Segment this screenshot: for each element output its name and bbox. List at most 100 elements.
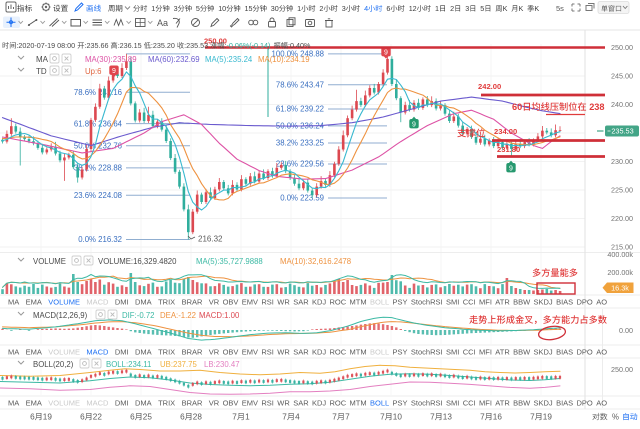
svg-text::235.53: :235.53	[184, 41, 208, 50]
svg-text:BBW: BBW	[513, 348, 531, 357]
svg-text:234.00: 234.00	[494, 127, 517, 136]
svg-text:MTM: MTM	[350, 399, 367, 408]
svg-text:230.00: 230.00	[611, 157, 633, 166]
svg-text:1: 1	[245, 413, 250, 422]
svg-text:225.00: 225.00	[611, 186, 633, 195]
svg-text:10: 10	[393, 413, 403, 422]
svg-text:CCI: CCI	[463, 348, 476, 357]
svg-text:MFI: MFI	[479, 348, 492, 357]
svg-text:VOLUME: VOLUME	[48, 399, 80, 408]
svg-text:DMI: DMI	[115, 348, 129, 357]
svg-text:19: 19	[543, 413, 553, 422]
svg-text:MA(5):235.24: MA(5):235.24	[205, 55, 253, 64]
svg-text:10: 10	[218, 4, 226, 13]
svg-text:BRAR: BRAR	[182, 298, 203, 307]
svg-text:238: 238	[589, 102, 604, 112]
svg-text:242.00: 242.00	[478, 82, 501, 91]
svg-text:1: 1	[435, 4, 439, 13]
svg-text:DMA: DMA	[135, 348, 152, 357]
svg-text:12: 12	[409, 4, 417, 13]
svg-text:38.2% 233.25: 38.2% 233.25	[276, 139, 325, 148]
svg-text:StochRSI: StochRSI	[411, 298, 443, 307]
svg-text:DPO: DPO	[577, 399, 593, 408]
svg-text:BRAR: BRAR	[182, 348, 203, 357]
svg-text:BIAS: BIAS	[556, 399, 573, 408]
svg-text:400.00k: 400.00k	[607, 250, 633, 259]
svg-text:BBW: BBW	[513, 399, 531, 408]
svg-text:7: 7	[430, 413, 435, 422]
svg-text:9: 9	[509, 165, 513, 172]
svg-text:ROC: ROC	[330, 399, 347, 408]
svg-text:7: 7	[232, 413, 237, 422]
svg-text:30: 30	[271, 4, 279, 13]
svg-text:AO: AO	[596, 298, 607, 307]
svg-text:19: 19	[43, 413, 53, 422]
svg-text:CCI: CCI	[463, 298, 476, 307]
svg-text:DIF:-0.72: DIF:-0.72	[122, 311, 155, 320]
svg-text:16: 16	[493, 413, 503, 422]
svg-text:MACD: MACD	[86, 298, 109, 307]
svg-text:BIAS: BIAS	[556, 348, 573, 357]
svg-text:K: K	[503, 4, 508, 13]
svg-text:SMI: SMI	[446, 399, 459, 408]
svg-text:SMI: SMI	[446, 298, 459, 307]
svg-text:BOLL(20,2): BOLL(20,2)	[33, 360, 74, 369]
svg-text:216.32: 216.32	[198, 235, 223, 244]
svg-text:MA(60):232.69: MA(60):232.69	[148, 55, 200, 64]
svg-text:K: K	[534, 4, 539, 13]
svg-text:DMI: DMI	[115, 298, 129, 307]
svg-text:61.8% 239.22: 61.8% 239.22	[276, 105, 324, 114]
svg-text:OBV: OBV	[223, 399, 239, 408]
svg-text:0.0% 216.32: 0.0% 216.32	[78, 235, 122, 244]
svg-text:BOLL:234.11: BOLL:234.11	[106, 360, 151, 369]
svg-text:MA: MA	[8, 348, 19, 357]
svg-text:2: 2	[319, 4, 323, 13]
svg-text:AO: AO	[596, 399, 607, 408]
svg-text:TRIX: TRIX	[158, 348, 175, 357]
svg-text:235.53: 235.53	[611, 127, 633, 136]
svg-text:MACD:1.00: MACD:1.00	[199, 311, 240, 320]
svg-text:OBV: OBV	[223, 348, 239, 357]
svg-text:EMV: EMV	[242, 399, 258, 408]
svg-text:VOLUME:16,329.4820: VOLUME:16,329.4820	[98, 257, 177, 266]
svg-text:EMA: EMA	[26, 348, 42, 357]
svg-text:7: 7	[480, 413, 485, 422]
svg-text:KDJ: KDJ	[312, 298, 326, 307]
svg-text:0.00: 0.00	[619, 326, 633, 335]
svg-text:OBV: OBV	[223, 298, 239, 307]
svg-text:BRAR: BRAR	[182, 399, 203, 408]
svg-text:7: 7	[282, 413, 287, 422]
svg-text:AO: AO	[596, 348, 607, 357]
svg-text:16.3k: 16.3k	[611, 284, 629, 293]
svg-text:23.6% 224.08: 23.6% 224.08	[74, 191, 122, 200]
svg-text:StochRSI: StochRSI	[411, 399, 443, 408]
svg-text:1: 1	[151, 4, 155, 13]
svg-text:25: 25	[143, 413, 153, 422]
svg-text:60: 60	[512, 102, 522, 112]
svg-text:EMV: EMV	[242, 298, 258, 307]
svg-text:WR: WR	[277, 399, 290, 408]
svg-text:9: 9	[384, 49, 388, 56]
svg-text:Up:6: Up:6	[85, 67, 101, 76]
svg-text:BIAS: BIAS	[556, 298, 573, 307]
svg-text:13: 13	[443, 413, 453, 422]
svg-text:240.00: 240.00	[611, 100, 633, 109]
svg-text:RSI: RSI	[261, 298, 274, 307]
svg-text:WR: WR	[277, 298, 290, 307]
svg-text:MA: MA	[36, 55, 49, 64]
svg-text:23.6% 229.56: 23.6% 229.56	[276, 160, 324, 169]
svg-text:PSY: PSY	[393, 399, 408, 408]
svg-text:Aa: Aa	[157, 18, 168, 28]
svg-text:SKDJ: SKDJ	[534, 399, 553, 408]
svg-text:StochRSI: StochRSI	[411, 348, 443, 357]
svg-text:DMA: DMA	[135, 399, 152, 408]
svg-text:7: 7	[530, 413, 535, 422]
svg-text:5s: 5s	[556, 4, 564, 13]
svg-text:78.6% 242.16: 78.6% 242.16	[74, 88, 122, 97]
svg-text:%: %	[612, 413, 619, 422]
svg-text:CCI: CCI	[463, 399, 476, 408]
svg-text:MA(5):35,727.9888: MA(5):35,727.9888	[196, 257, 263, 266]
svg-text:EMV: EMV	[242, 348, 258, 357]
svg-text:MTM: MTM	[350, 348, 367, 357]
svg-text:6: 6	[80, 413, 85, 422]
